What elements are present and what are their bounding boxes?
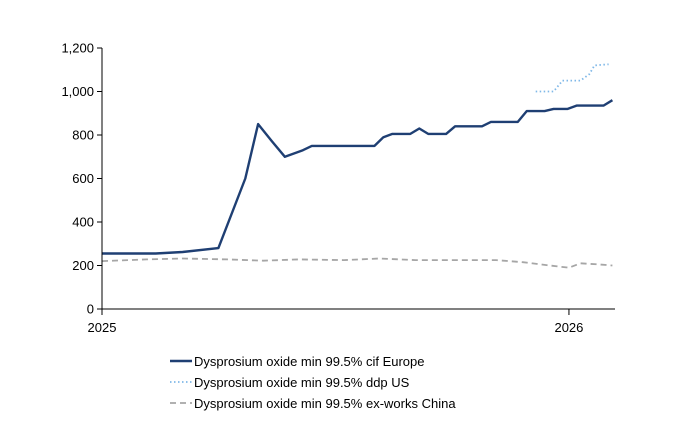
legend: Dysprosium oxide min 99.5% cif Europe Dys… — [170, 354, 456, 411]
series-line-dysprosium-oxide-min-99-5-cif-europe — [102, 99, 614, 255]
series-line-dysprosium-oxide-min-99-5-ddp-us — [535, 63, 609, 93]
plot-lines — [101, 63, 614, 269]
y-ticks: 0 200 400 600 800 1,000 1,200 — [61, 41, 102, 317]
y-tick-label: 800 — [72, 128, 94, 143]
legend-label: Dysprosium oxide min 99.5% ex-works Chin… — [194, 396, 456, 411]
x-tick-label: 2026 — [554, 320, 583, 335]
axes — [101, 48, 615, 310]
y-tick-label: 400 — [72, 215, 94, 230]
x-ticks: 2025 2026 — [88, 309, 583, 335]
y-tick-label: 1,200 — [61, 41, 94, 56]
y-tick-label: 200 — [72, 258, 94, 273]
series-line-dysprosium-oxide-min-99-5-ex-works-china — [101, 257, 613, 269]
x-tick-label: 2025 — [88, 320, 117, 335]
y-tick-label: 600 — [72, 171, 94, 186]
y-tick-label: 0 — [87, 302, 94, 317]
legend-label: Dysprosium oxide min 99.5% cif Europe — [194, 354, 425, 369]
y-tick-label: 1,000 — [61, 84, 94, 99]
legend-label: Dysprosium oxide min 99.5% ddp US — [194, 375, 410, 390]
